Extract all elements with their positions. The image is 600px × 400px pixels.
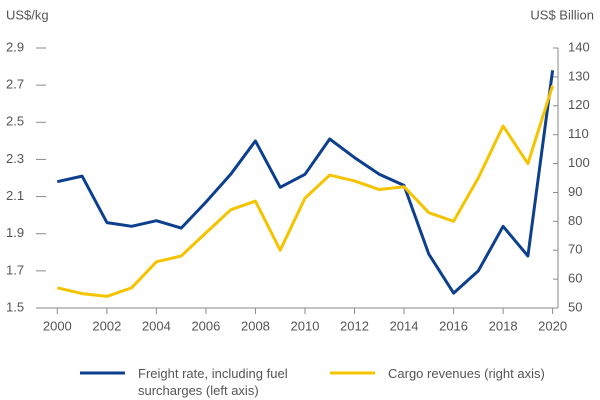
y2-tick-label: 100 xyxy=(568,155,590,170)
y-tick-label: 1.9 xyxy=(6,225,24,240)
y-tick-label: 1.5 xyxy=(6,299,24,314)
x-tick-label: 2004 xyxy=(142,318,171,333)
legend-label: Cargo revenues (right axis) xyxy=(388,366,545,381)
y2-tick-label: 110 xyxy=(568,126,589,141)
y-tick-label: 2.5 xyxy=(6,114,24,129)
x-tick-label: 2002 xyxy=(92,318,121,333)
x-tick-label: 2018 xyxy=(489,318,518,333)
x-tick-label: 2000 xyxy=(43,318,72,333)
y-tick-label: 2.3 xyxy=(6,151,24,166)
y2-tick-label: 140 xyxy=(568,39,590,54)
x-tick-label: 2020 xyxy=(538,318,567,333)
series-line xyxy=(56,70,555,295)
y2-tick-label: 70 xyxy=(568,242,582,257)
y-tick-label: 2.7 xyxy=(6,77,24,92)
y-tick-label: 2.1 xyxy=(6,188,24,203)
x-tick-label: 2008 xyxy=(241,318,270,333)
legend-label: Freight rate, including fuel surcharges … xyxy=(138,366,288,398)
series-line xyxy=(56,85,555,298)
y2-tick-label: 90 xyxy=(568,184,582,199)
y2-tick-label: 80 xyxy=(568,213,582,228)
y2-axis-title: US$ Billion xyxy=(530,7,594,22)
x-tick-label: 2012 xyxy=(340,318,369,333)
y-tick-label: 2.9 xyxy=(6,39,24,54)
x-tick-label: 2014 xyxy=(390,318,419,333)
y2-tick-label: 60 xyxy=(568,271,582,286)
x-tick-label: 2010 xyxy=(291,318,320,333)
y2-tick-label: 130 xyxy=(568,68,590,83)
y-tick-label: 1.7 xyxy=(6,262,24,277)
x-tick-label: 2016 xyxy=(439,318,468,333)
y2-tick-label: 50 xyxy=(568,299,582,314)
x-tick-label: 2006 xyxy=(191,318,220,333)
y-axis-title: US$/kg xyxy=(6,7,49,22)
y2-tick-label: 120 xyxy=(568,97,590,112)
